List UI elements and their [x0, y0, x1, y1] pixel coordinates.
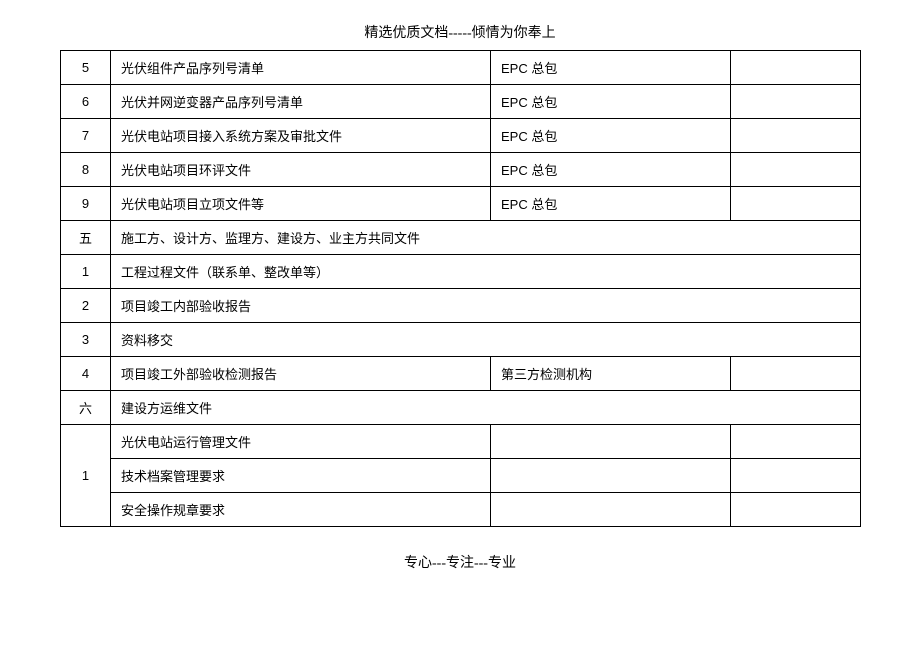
row-number: 5 [61, 51, 111, 85]
row-number: 7 [61, 119, 111, 153]
table-row: 1工程过程文件（联系单、整改单等） [61, 255, 861, 289]
row-description: 光伏并网逆变器产品序列号清单 [111, 85, 491, 119]
table-row: 技术档案管理要求 [61, 459, 861, 493]
row-extra [731, 153, 861, 187]
row-owner: EPC 总包 [491, 187, 731, 221]
row-number: 六 [61, 391, 111, 425]
row-description: 建设方运维文件 [111, 391, 861, 425]
row-owner [491, 425, 731, 459]
row-number: 2 [61, 289, 111, 323]
document-table: 5光伏组件产品序列号清单EPC 总包6光伏并网逆变器产品序列号清单EPC 总包7… [60, 50, 861, 527]
row-extra [731, 357, 861, 391]
row-owner: EPC 总包 [491, 119, 731, 153]
row-description: 光伏电站运行管理文件 [111, 425, 491, 459]
footer-text: 专心---专注---专业 [404, 556, 516, 571]
row-owner [491, 493, 731, 527]
table-row: 7光伏电站项目接入系统方案及审批文件EPC 总包 [61, 119, 861, 153]
row-extra [731, 85, 861, 119]
row-description: 光伏电站项目环评文件 [111, 153, 491, 187]
row-description: 光伏电站项目立项文件等 [111, 187, 491, 221]
row-description: 资料移交 [111, 323, 861, 357]
table-row: 2项目竣工内部验收报告 [61, 289, 861, 323]
row-number: 8 [61, 153, 111, 187]
row-description: 施工方、设计方、监理方、建设方、业主方共同文件 [111, 221, 861, 255]
row-extra [731, 459, 861, 493]
header-text: 精选优质文档-----倾情为你奉上 [364, 26, 555, 41]
row-extra [731, 119, 861, 153]
row-description: 光伏电站项目接入系统方案及审批文件 [111, 119, 491, 153]
row-number: 9 [61, 187, 111, 221]
row-owner: EPC 总包 [491, 51, 731, 85]
row-extra [731, 493, 861, 527]
table-row: 8光伏电站项目环评文件EPC 总包 [61, 153, 861, 187]
row-owner: 第三方检测机构 [491, 357, 731, 391]
row-number: 6 [61, 85, 111, 119]
row-number: 五 [61, 221, 111, 255]
row-extra [731, 425, 861, 459]
row-number: 3 [61, 323, 111, 357]
page-header: 精选优质文档-----倾情为你奉上 [0, 0, 920, 50]
table-row: 9光伏电站项目立项文件等EPC 总包 [61, 187, 861, 221]
row-description: 安全操作规章要求 [111, 493, 491, 527]
row-number: 4 [61, 357, 111, 391]
table-row: 安全操作规章要求 [61, 493, 861, 527]
row-number: 1 [61, 425, 111, 527]
row-extra [731, 51, 861, 85]
row-description: 技术档案管理要求 [111, 459, 491, 493]
row-description: 项目竣工外部验收检测报告 [111, 357, 491, 391]
row-number: 1 [61, 255, 111, 289]
page-footer: 专心---专注---专业 [0, 527, 920, 572]
row-owner: EPC 总包 [491, 153, 731, 187]
table-row: 六建设方运维文件 [61, 391, 861, 425]
table-row: 3资料移交 [61, 323, 861, 357]
row-owner [491, 459, 731, 493]
table-row: 6光伏并网逆变器产品序列号清单EPC 总包 [61, 85, 861, 119]
table-row: 4项目竣工外部验收检测报告第三方检测机构 [61, 357, 861, 391]
table-row: 5光伏组件产品序列号清单EPC 总包 [61, 51, 861, 85]
row-description: 项目竣工内部验收报告 [111, 289, 861, 323]
row-description: 光伏组件产品序列号清单 [111, 51, 491, 85]
row-description: 工程过程文件（联系单、整改单等） [111, 255, 861, 289]
table-container: 5光伏组件产品序列号清单EPC 总包6光伏并网逆变器产品序列号清单EPC 总包7… [60, 50, 860, 527]
table-row: 1光伏电站运行管理文件 [61, 425, 861, 459]
table-row: 五施工方、设计方、监理方、建设方、业主方共同文件 [61, 221, 861, 255]
row-extra [731, 187, 861, 221]
row-owner: EPC 总包 [491, 85, 731, 119]
